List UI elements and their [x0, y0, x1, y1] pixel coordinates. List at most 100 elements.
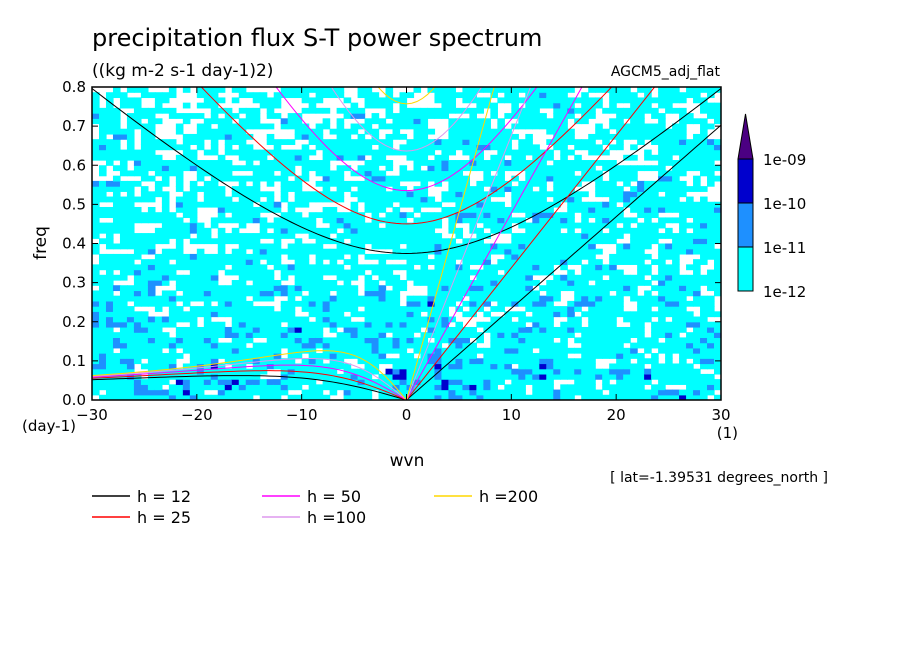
heatmap-cell [217, 332, 226, 338]
heatmap-cell [630, 201, 638, 208]
heatmap-cell [287, 363, 296, 370]
heatmap-cell [280, 217, 289, 224]
heatmap-cell [392, 306, 401, 312]
heatmap-cell [273, 321, 282, 328]
heatmap-cell [497, 144, 505, 151]
heatmap-cell [413, 201, 422, 208]
heatmap-cell [371, 295, 380, 302]
heatmap-cell [133, 113, 142, 119]
heatmap-cell [532, 384, 540, 391]
heatmap-cell [126, 144, 135, 151]
heatmap-cell [560, 306, 568, 312]
heatmap-cell [231, 332, 240, 338]
heatmap-cell [693, 295, 701, 302]
heatmap-cell [161, 222, 170, 229]
heatmap-cell [679, 316, 687, 323]
heatmap-cell [560, 186, 568, 192]
heatmap-cell [693, 175, 701, 182]
heatmap-cell [707, 149, 715, 156]
heatmap-cell [630, 170, 638, 177]
heatmap-cell [434, 353, 443, 359]
heatmap-cell [182, 274, 191, 281]
heatmap-cell [539, 358, 547, 365]
heatmap-cell [147, 149, 156, 156]
heatmap-cell [658, 139, 666, 145]
heatmap-cell [700, 259, 708, 265]
heatmap-cell [560, 358, 568, 365]
heatmap-cell [693, 222, 701, 229]
heatmap-cell [462, 118, 470, 125]
heatmap-cell [378, 347, 387, 354]
heatmap-cell [483, 290, 491, 297]
heatmap-cell [455, 280, 464, 286]
heatmap-cell [651, 212, 659, 219]
heatmap-cell [406, 238, 415, 245]
heatmap-cell [700, 300, 708, 307]
heatmap-cell [119, 274, 128, 281]
heatmap-cell [364, 165, 373, 172]
heatmap-cell [413, 118, 422, 125]
heatmap-cell [154, 191, 163, 198]
heatmap-cell [119, 332, 128, 338]
heatmap-cell [427, 321, 436, 328]
heatmap-cell [329, 384, 338, 391]
heatmap-cell [574, 154, 582, 161]
heatmap-cell [686, 321, 694, 328]
heatmap-cell [92, 306, 100, 312]
heatmap-cell [126, 264, 135, 271]
heatmap-cell [441, 285, 450, 292]
heatmap-cell [665, 206, 673, 213]
heatmap-cell [434, 274, 443, 281]
heatmap-cell [112, 201, 121, 208]
heatmap-cell [651, 285, 659, 292]
heatmap-cell [287, 379, 296, 385]
heatmap-cell [525, 274, 533, 281]
heatmap-cell [637, 227, 645, 234]
heatmap-cell [357, 353, 366, 359]
heatmap-cell [315, 196, 324, 203]
heatmap-cell [378, 217, 387, 224]
heatmap-cell [322, 269, 331, 276]
heatmap-cell [126, 180, 135, 187]
heatmap-cell [315, 165, 324, 172]
heatmap-cell [602, 394, 610, 400]
heatmap-cell [623, 107, 631, 114]
heatmap-cell [448, 133, 457, 140]
heatmap-cell [476, 384, 484, 391]
heatmap-cell [448, 165, 457, 172]
heatmap-cell [168, 347, 177, 354]
heatmap-cell [294, 238, 303, 245]
heatmap-cell [378, 379, 387, 385]
heatmap-cell [658, 248, 666, 255]
heatmap-cell [231, 306, 240, 312]
heatmap-cell [273, 264, 282, 271]
heatmap-cell [252, 92, 261, 99]
heatmap-cell [490, 368, 498, 375]
heatmap-cell [203, 128, 212, 135]
heatmap-cell [539, 379, 547, 385]
heatmap-cell [357, 92, 366, 99]
heatmap-cell [616, 123, 624, 130]
heatmap-cell [420, 384, 429, 391]
heatmap-cell [693, 316, 701, 323]
heatmap-cell [371, 337, 380, 344]
heatmap-cell [672, 160, 680, 166]
heatmap-cell [105, 269, 114, 276]
heatmap-cell [287, 311, 296, 318]
heatmap-cell [665, 295, 673, 302]
heatmap-cell [567, 227, 575, 234]
heatmap-cell [623, 217, 631, 224]
heatmap-cell [700, 311, 708, 318]
heatmap-cell [252, 389, 261, 396]
heatmap-cell [399, 222, 408, 229]
heatmap-cell [329, 222, 338, 229]
heatmap-cell [245, 259, 254, 265]
heatmap-cell [308, 332, 317, 338]
heatmap-cell [490, 321, 498, 328]
heatmap-cell [665, 280, 673, 286]
heatmap-cell [420, 118, 429, 125]
heatmap-cell [224, 113, 233, 119]
heatmap-cell [462, 248, 470, 255]
heatmap-cell [707, 165, 715, 172]
heatmap-cell [357, 368, 366, 375]
